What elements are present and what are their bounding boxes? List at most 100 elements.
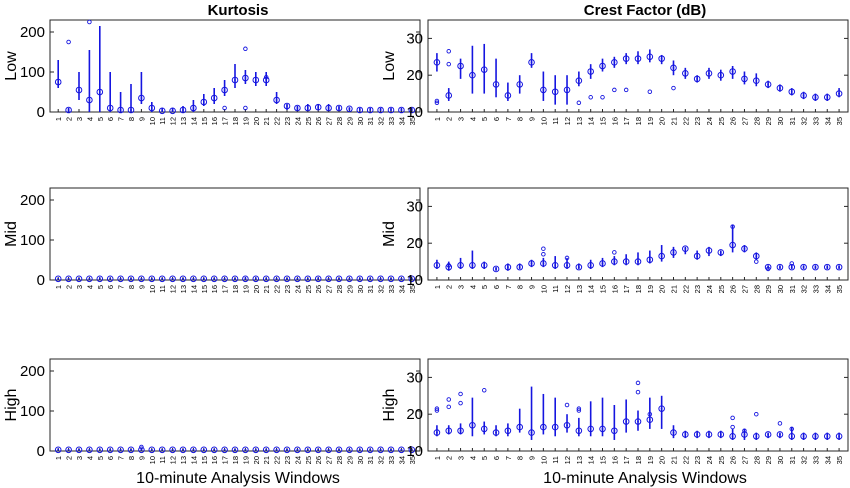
median-dot: [743, 247, 746, 250]
xtick-label: 17: [221, 285, 230, 293]
median-marker: [138, 275, 145, 283]
median-marker: [273, 96, 280, 104]
median-marker: [646, 416, 654, 424]
xtick-label: 2: [65, 285, 74, 289]
median-marker: [835, 263, 843, 271]
median-marker: [190, 446, 197, 454]
xtick-label: 13: [575, 285, 584, 293]
xtick-label: 6: [492, 117, 501, 121]
median-dot: [696, 77, 699, 80]
median-marker: [117, 106, 124, 114]
median-dot: [390, 109, 392, 111]
median-dot: [518, 426, 521, 428]
xtick-label: 27: [325, 456, 334, 464]
median-marker: [127, 106, 135, 114]
median-marker: [346, 275, 353, 283]
xtick-label: 33: [811, 117, 820, 125]
xtick-label: 31: [788, 456, 797, 464]
median-dot: [731, 70, 734, 73]
median-marker: [283, 102, 291, 110]
outlier-point: [564, 255, 570, 261]
median-dot: [838, 435, 840, 438]
xtick-label: 24: [705, 285, 714, 293]
xtick-label: 1: [433, 285, 442, 289]
xtick-label: 29: [764, 117, 773, 125]
outlier-point: [612, 87, 617, 93]
median-dot: [672, 66, 675, 69]
median-marker: [75, 86, 83, 94]
median-dot: [275, 277, 278, 280]
median-dot: [719, 433, 722, 436]
median-marker: [599, 425, 606, 433]
median-dot: [317, 106, 320, 109]
median-dot: [265, 79, 268, 81]
outlier-point: [541, 251, 546, 257]
xtick-label: 29: [345, 285, 354, 293]
row-label-low: Low: [3, 51, 20, 81]
median-dot: [601, 65, 604, 67]
xtick-label: 11: [551, 285, 560, 293]
xtick-label: 13: [575, 117, 584, 125]
xtick-label: 25: [717, 117, 726, 125]
median-marker: [325, 446, 332, 454]
median-marker: [457, 427, 464, 435]
median-marker: [575, 263, 583, 271]
median-marker: [325, 275, 332, 283]
median-marker: [314, 275, 322, 283]
plot-area: [49, 358, 421, 452]
median-dot: [369, 277, 372, 280]
median-marker: [169, 275, 176, 283]
xtick-label: 28: [335, 117, 344, 125]
xtick-label: 21: [669, 285, 678, 293]
median-dot: [358, 277, 361, 280]
median-marker: [200, 98, 208, 106]
median-marker: [158, 275, 166, 283]
median-marker: [741, 75, 748, 83]
median-dot: [660, 255, 663, 257]
median-marker: [540, 260, 547, 267]
median-marker: [210, 275, 218, 283]
xtick-label: 22: [681, 117, 690, 125]
median-marker: [294, 446, 301, 454]
xtick-label: 1: [54, 117, 63, 121]
median-marker: [366, 106, 374, 114]
xtick-label: 18: [231, 285, 240, 293]
outlier-point: [765, 266, 771, 272]
median-dot: [306, 448, 309, 451]
xtick-label: 11: [158, 456, 167, 464]
xtick-label: 20: [252, 456, 261, 464]
median-dot: [119, 277, 122, 280]
median-marker: [741, 431, 748, 438]
median-marker: [540, 86, 547, 94]
median-dot: [140, 448, 143, 451]
median-dot: [566, 89, 568, 91]
median-dot: [436, 264, 438, 267]
xtick-label: 1: [54, 456, 63, 460]
median-dot: [814, 435, 817, 438]
outlier-point: [635, 389, 641, 395]
median-dot: [577, 79, 580, 82]
median-marker: [304, 104, 312, 112]
xtick-label: 18: [231, 117, 240, 125]
median-dot: [684, 72, 687, 75]
median-marker: [622, 55, 630, 62]
median-marker: [504, 263, 512, 271]
median-marker: [551, 423, 559, 431]
median-marker: [86, 96, 93, 104]
median-marker: [634, 258, 642, 265]
xtick-label: 21: [262, 456, 271, 464]
median-marker: [96, 446, 104, 454]
ytick-label: 10: [406, 272, 423, 289]
xtick-label: 14: [587, 285, 596, 293]
outlier-point: [434, 100, 440, 106]
median-marker: [117, 446, 124, 454]
xtick-label: 24: [705, 456, 714, 464]
median-marker: [242, 74, 249, 82]
median-dot: [78, 277, 80, 280]
median-marker: [622, 418, 630, 425]
outlier-point: [446, 61, 451, 67]
median-marker: [658, 55, 665, 62]
median-dot: [471, 264, 474, 267]
xtick-label: 10: [148, 456, 157, 464]
